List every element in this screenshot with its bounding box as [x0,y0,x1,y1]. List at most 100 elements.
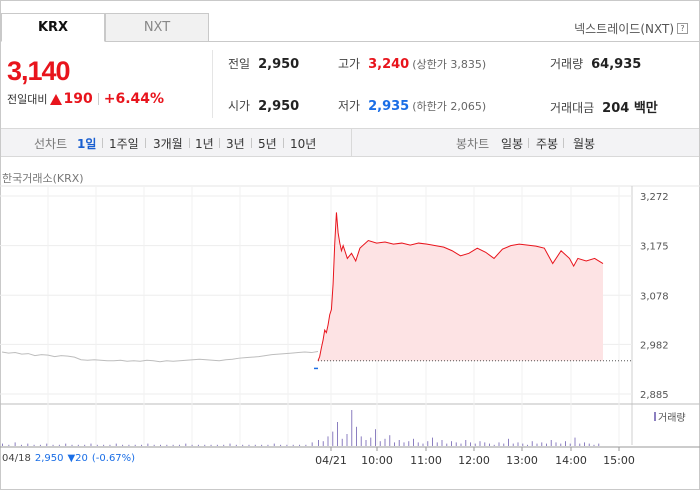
previous-day-line [1,351,319,363]
volume-bar [8,444,10,446]
volume-bar [588,443,590,446]
volume-bar [569,443,571,446]
volume-bar [427,441,429,446]
volume-bar [503,443,505,446]
period-5y[interactable]: 5년 [258,137,277,151]
volume-bar [413,438,414,446]
today-area-series [314,212,632,370]
volume-bar [470,442,471,446]
volume-bar [96,444,98,446]
candle-weekly[interactable]: 주봉 [536,137,559,151]
period-10y[interactable]: 10년 [290,137,317,151]
volume-bar [197,444,199,446]
volume-bar [185,443,187,446]
period-1d[interactable]: 1일 [77,137,97,151]
hover-price: 2,950 [34,453,64,464]
volume-bar [560,443,562,446]
volume-legend-swatch [654,412,656,421]
tab-divider [209,41,700,42]
volume-bar [305,444,307,446]
period-1w[interactable]: 1주일 [109,137,139,151]
help-icon[interactable]: ? [677,23,688,34]
volume-bar [403,442,405,446]
volume-bar [527,444,528,446]
volume-bar [408,441,410,446]
volume-bar [33,444,35,446]
y-tick-label: 2,885 [640,390,669,401]
volume-bar [141,444,143,446]
volume-bar [77,444,79,446]
today-price-line [317,212,604,361]
volume-bar [235,444,237,446]
x-tick-label: 12:00 [458,454,490,467]
stat-prev-label: 전일 [228,57,251,71]
volume-bar [565,441,566,446]
y-tick-label: 2,982 [640,340,669,351]
period-3m[interactable]: 3개월 [153,137,183,151]
volume-bar [286,444,288,446]
volume-bar [531,441,533,446]
stat-amount-label: 거래대금 [550,101,595,115]
volume-bar [479,441,481,446]
volume-bar [517,442,519,446]
period-bar-divider [351,129,352,156]
period-separator [102,138,103,148]
x-axis: 04/21 10:00 11:00 12:00 13:00 14:00 15:00 [315,447,635,467]
volume-bar [2,443,3,446]
period-separator [283,138,284,148]
tab-nxt[interactable]: NXT [105,13,209,42]
change-value: 190 [63,91,93,107]
volume-bar [522,443,524,446]
stat-high-label: 고가 [338,57,361,71]
x-tick-label: 10:00 [361,454,393,467]
change-label: 전일대비 [7,93,48,106]
volume-bar [389,435,391,446]
volume-bar [14,442,16,446]
up-arrow-icon [50,93,63,105]
period-1y[interactable]: 1년 [195,137,214,151]
volume-bar [178,444,180,446]
volume-bar [360,436,362,446]
volume-bar [20,444,22,446]
stat-volume-value: 64,935 [591,57,642,72]
volume-bar [318,440,319,446]
volume-series [2,410,600,446]
volume-bar [346,434,348,446]
volume-bar [455,442,457,446]
volume-bar [71,444,73,446]
nxt-info-link[interactable]: 넥스트레이드(NXT) ? [574,20,688,37]
period-separator [251,138,252,148]
tab-krx[interactable]: KRX [1,13,105,42]
previous-day-series [1,351,319,363]
volume-bar [109,444,111,446]
volume-bar [128,444,130,446]
volume-bar [153,444,155,446]
stat-open-label: 시가 [228,99,251,113]
volume-bar [465,440,467,446]
volume-bar [204,444,206,446]
price-change: 전일대비 190 +6.44% [7,91,164,107]
volume-bar [474,443,476,446]
volume-bar [280,444,282,446]
candle-chart-label: 봉차트 [456,137,490,151]
volume-bar [147,443,149,446]
stat-low-value: 2,935 [368,99,410,114]
volume-bar [248,444,250,446]
volume-bar [242,444,244,446]
volume-bar [90,443,92,446]
x-tick-label: 11:00 [410,454,442,467]
volume-bar [216,444,218,446]
volume-bar [375,429,376,446]
candle-monthly[interactable]: 월봉 [573,137,596,151]
y-tick-label: 3,175 [640,242,669,253]
volume-bar [337,422,338,446]
volume-bar [546,443,547,446]
candle-daily[interactable]: 일봉 [501,137,524,151]
market-label: 한국거래소(KRX) [2,172,84,185]
period-3y[interactable]: 3년 [226,137,245,151]
market-tabs: KRX NXT [1,13,209,42]
hover-date: 04/18 [2,453,31,464]
volume-bar [122,444,124,446]
volume-bar [417,442,419,446]
